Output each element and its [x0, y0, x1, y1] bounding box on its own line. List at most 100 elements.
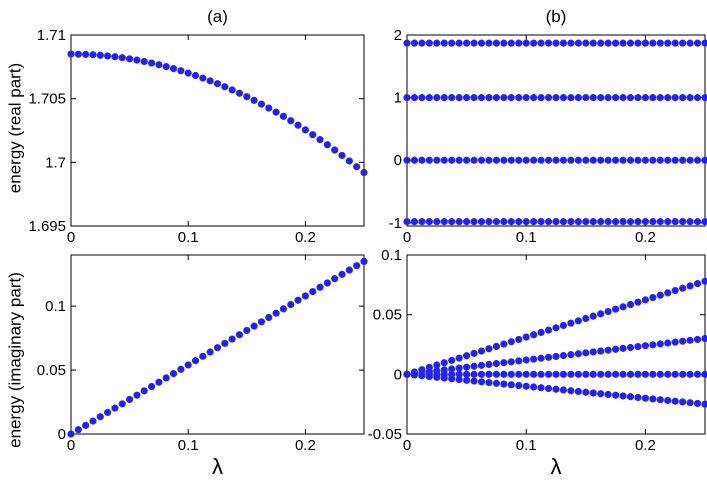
panel-4-series-4-point: [686, 399, 694, 407]
panel-2-series-1-point: [537, 39, 545, 47]
panel-2-series-2-point: [679, 94, 687, 102]
panel-3-series-1-point: [126, 395, 134, 404]
panel-4-ytick-label: 0.1: [381, 247, 402, 264]
panel-4-series-1-point: [649, 293, 657, 302]
panel-3-xtick-label: 0.2: [295, 437, 316, 454]
panel-2-series-4-point: [552, 218, 560, 226]
panel-3-series-1-point: [96, 413, 104, 421]
panel-3-series-1-point: [279, 305, 288, 313]
panel-2-series-3-point: [589, 156, 597, 164]
panel-2-series-1-point: [664, 39, 672, 47]
panel-4-series-3-point: [530, 370, 538, 378]
panel-4-series-3-point: [626, 370, 635, 378]
panel-4-series-3-point: [664, 370, 672, 378]
panel-2-series-3-point: [701, 156, 707, 164]
panel-2-series-4-point: [604, 218, 612, 226]
panel-4-series-3-point: [574, 370, 582, 378]
panel-4-series-1-point: [641, 296, 650, 304]
panel-2-series-2-point: [701, 94, 707, 102]
panel-4-series-2-point: [537, 354, 545, 362]
panel-4-xtick-label: 0: [403, 437, 411, 454]
panel-3-series-1-point: [82, 421, 90, 429]
panel-4-series-4-point: [634, 393, 642, 402]
panel-3-series-1-point: [104, 408, 112, 417]
panel-2-series-2-point: [492, 94, 501, 102]
panel-3-series-1-point: [331, 275, 339, 283]
panel-1-series-1-point: [360, 168, 368, 177]
panel-2-series-2-point: [500, 94, 508, 102]
panel-2-series-4-point: [470, 218, 478, 226]
panel-2-series-3-point: [522, 156, 530, 164]
panel-4-series-4-point: [552, 385, 560, 393]
panel-4-series-4-point: [656, 396, 664, 404]
panel-4-series-2-point: [552, 352, 560, 361]
panel-2-xtick-label: 0.1: [516, 229, 537, 246]
panel-2-series-1-point: [567, 39, 575, 47]
panel-4-series-2-point: [522, 356, 530, 364]
panel-1-xtick-label: 0.1: [178, 229, 199, 246]
panel-2-series-2-point: [477, 94, 486, 102]
panel-2-series-4-point: [693, 218, 702, 226]
panel-1-series-1-point: [323, 141, 331, 149]
panel-1-series-1-point: [96, 51, 104, 59]
panel-4-series-3-point: [537, 370, 545, 378]
panel-2-series-1-point: [425, 39, 433, 47]
panel-2-series-4-point: [500, 218, 508, 226]
panel-1-series-1-point: [89, 51, 97, 59]
panel-2-series-2-point: [507, 94, 515, 102]
panel-2-series-2-point: [589, 94, 597, 102]
panel-1-panel-label: (a): [207, 7, 228, 26]
panel-2-series-3-point: [418, 156, 426, 164]
panel-4-series-4-point: [589, 389, 597, 397]
panel-2-series-1-point: [492, 39, 501, 47]
panel-2-series-2-point: [448, 94, 456, 102]
panel-2-series-1-point: [626, 39, 635, 47]
panel-2-series-1-point: [582, 39, 590, 47]
panel-4-series-4-point: [679, 398, 687, 406]
panel-3-series-1-point: [213, 344, 222, 352]
panel-2-series-1-point: [679, 39, 687, 47]
panel-3-series-1-point: [89, 417, 97, 425]
panel-3-series-1-point: [206, 348, 214, 356]
panel-2-xtick-label: 0: [403, 229, 411, 246]
panel-2-series-4-point: [611, 218, 620, 226]
panel-4-series-3-point: [679, 370, 687, 378]
panel-2-series-1-point: [552, 39, 560, 47]
panel-4-series-3-point: [649, 370, 657, 378]
panel-4-series-4-point: [597, 390, 605, 398]
panel-4-series-3-point: [463, 370, 471, 378]
panel-1-series-1-point: [169, 65, 178, 73]
panel-4-series-1-point: [485, 345, 493, 353]
panel-4-series-2-point: [582, 349, 590, 357]
panel-2-series-1-point: [507, 39, 515, 47]
panel-3-series-1-point: [272, 309, 280, 317]
panel-3-series-1-point: [184, 361, 192, 369]
panel-3-y-axis-label: energy (imaginary part): [5, 272, 24, 448]
panel-2-series-2-point: [671, 94, 679, 102]
panel-2-series-3-point: [574, 156, 582, 164]
panel-4-series-2-point: [641, 342, 650, 350]
panel-2-series-1-point: [448, 39, 456, 47]
panel-1-series-1-point: [309, 131, 317, 139]
panel-4-series-1-point: [664, 289, 672, 297]
panel-2-series-3-point: [559, 156, 568, 164]
panel-2-series-1-point: [641, 39, 650, 47]
panel-2-series-2-point: [463, 94, 471, 102]
panel-2-series-1-point: [634, 39, 642, 47]
panel-3-series-1-point: [111, 404, 119, 412]
panel-3-series-1-point: [309, 287, 317, 296]
panel-4-series-2-point: [500, 359, 508, 367]
panel-4-series-2-point: [679, 337, 687, 345]
panel-4-series-2-point: [656, 340, 664, 348]
panel-2-series-1-point: [671, 39, 679, 47]
panel-2-series-1-point: [455, 39, 463, 47]
panel-3-series-1-point: [235, 331, 244, 339]
panel-2-series-4-point: [537, 218, 545, 226]
panel-2-series-1-point: [686, 39, 694, 47]
panel-3-series-1-point: [345, 266, 353, 274]
panel-2-series-3-point: [433, 156, 441, 164]
panel-2-series-1-point: [574, 39, 582, 47]
panel-2-series-4-point: [477, 218, 486, 226]
panel-2-ytick-label: 2: [394, 27, 402, 44]
panel-2-series-2-point: [433, 94, 441, 102]
